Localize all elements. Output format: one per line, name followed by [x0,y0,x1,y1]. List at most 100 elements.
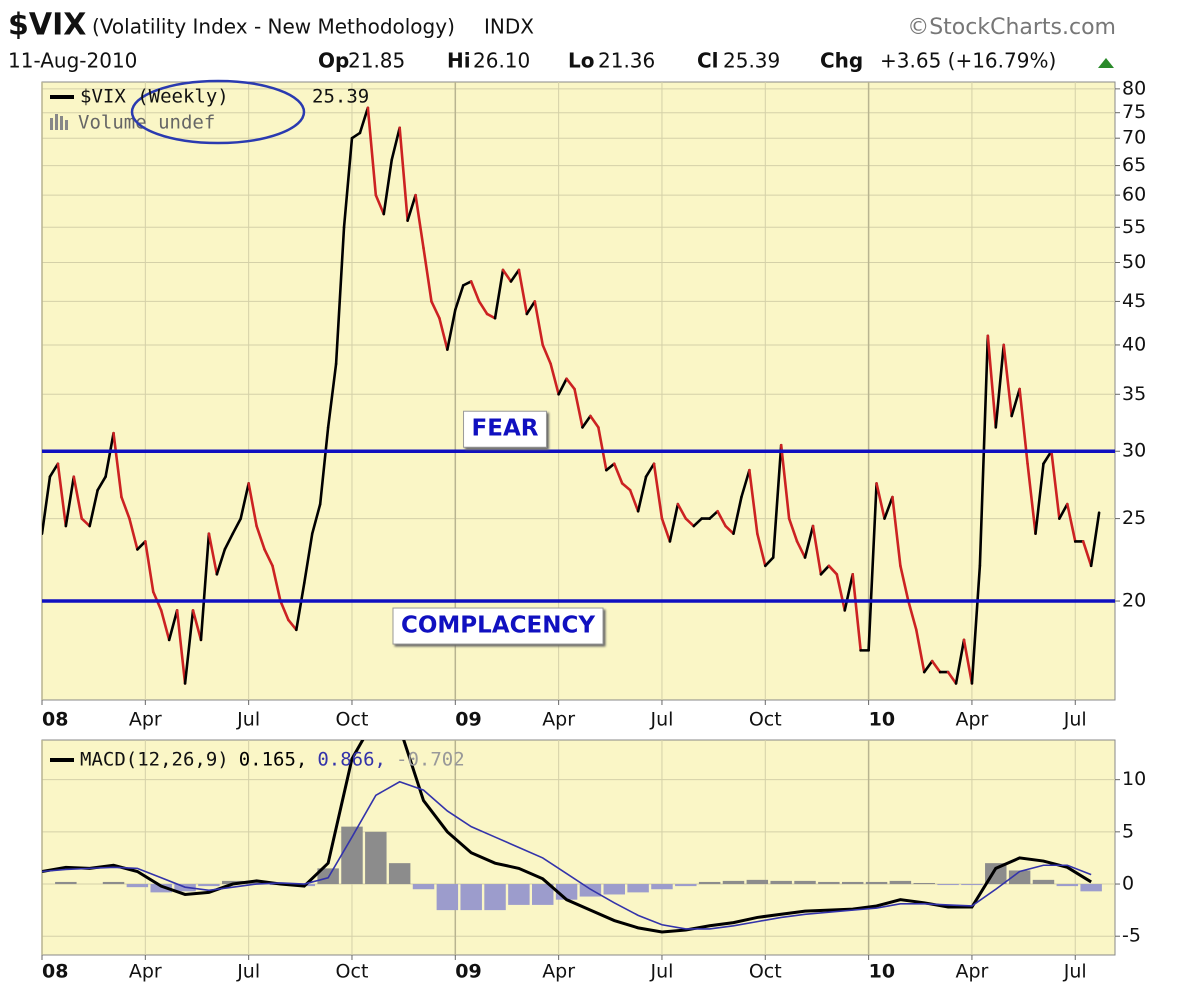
labels: $VIX (Volatility Index - New Methodology… [8,8,1146,983]
x-tick-label: Apr [542,709,575,731]
price-segment [477,300,489,316]
histogram-bar [365,831,387,885]
price-segment [430,300,441,320]
price-segment [676,502,688,520]
main-plot-area [41,81,1116,701]
histogram-bar [841,881,864,885]
x-tick-label: Jul [649,961,673,983]
histogram-bar [794,880,816,885]
histogram-bar [126,884,149,888]
change-arrow [1098,58,1114,68]
price-segment [851,573,862,652]
price-segment [64,475,76,528]
price-segment [605,462,616,472]
x-tick-label: Apr [542,961,575,983]
price-segment [835,573,847,612]
price-segment [684,517,696,528]
price-segment [1050,449,1061,520]
quote-label: Chg [820,49,863,73]
histogram-bar [1080,884,1102,892]
price-segment [302,532,314,585]
price-segment [581,414,592,429]
histogram-bar [150,884,172,893]
histogram-bar [675,884,697,887]
y-tick-label: 80 [1122,77,1146,99]
histogram-bar [1032,879,1055,885]
price-segment [390,126,401,162]
price-segment [883,495,894,520]
volume-note: Volume undef [78,112,215,134]
histogram-bar [579,884,602,897]
price-segment [549,362,560,396]
macd-legend-value: -0.702 [396,749,465,771]
histogram-bar [913,882,935,885]
price-segment [724,524,735,535]
x-tick-label: Apr [955,709,988,731]
quote-label: Hi [447,49,471,73]
price-segment [287,618,298,632]
y-tick-label: 40 [1122,333,1146,355]
histogram-bar [746,879,769,885]
price-segment [406,193,417,222]
quote-value: +3.65 (+16.79%) [880,49,1056,73]
price-segment [342,136,354,229]
x-tick-label: Oct [336,961,369,983]
reference-label: COMPLACENCY [401,613,595,639]
histogram-bar [865,881,888,885]
macd-plot-area [41,739,1116,956]
macd-legend-value: 0.165, [239,749,308,771]
x-tick-label: 08 [42,961,68,983]
price-segment [779,443,791,520]
price-segment [708,509,719,520]
x-tick-label: 08 [42,709,68,731]
price-segment [80,517,91,528]
price-segment [175,609,187,685]
price-segment [48,462,60,479]
price-segment [517,268,529,316]
price-segment [1089,511,1101,568]
y-tick-label: -5 [1122,925,1141,947]
quote-value: 25.39 [723,49,780,73]
price-segment [803,524,815,559]
y-tick-label: 35 [1122,383,1146,405]
histogram-bar [698,881,721,885]
price-segment [930,659,942,674]
source: ©StockCharts.com [907,15,1116,40]
y-tick-label: 60 [1122,184,1146,206]
price-segment [128,517,139,551]
volume-icon [55,114,58,130]
price-segment [827,564,839,576]
histogram-bar [961,884,983,886]
price-segment [1058,502,1069,520]
price-segment [446,308,457,351]
price-segment [875,482,886,520]
price-segment [454,284,465,312]
y-tick-label: 5 [1122,820,1134,842]
x-tick-label: Jul [236,961,260,983]
price-segment [660,517,672,543]
price-segment [740,468,751,499]
price-segment [612,462,624,485]
price-segment [501,268,513,283]
macd-series [42,740,1102,934]
histogram-bar [532,884,554,905]
price-segment [422,246,433,303]
price-segment [358,106,370,135]
x-tick-label: Jul [236,709,260,731]
x-tick-label: 10 [869,709,895,731]
histogram-bar [722,880,745,885]
price-segment [994,343,1006,429]
price-segment [843,573,855,612]
price-segment [263,548,274,568]
quote-value: 21.85 [348,49,405,73]
price-segment [1010,387,1021,418]
price-segment [589,414,600,429]
price-segment [461,280,473,287]
histogram-bar [198,884,220,887]
y-tick-label: 45 [1122,290,1146,312]
price-segment [1066,502,1077,543]
price-segment [509,268,521,283]
reference-label: FEAR [472,416,539,442]
x-tick-label: Apr [955,961,988,983]
